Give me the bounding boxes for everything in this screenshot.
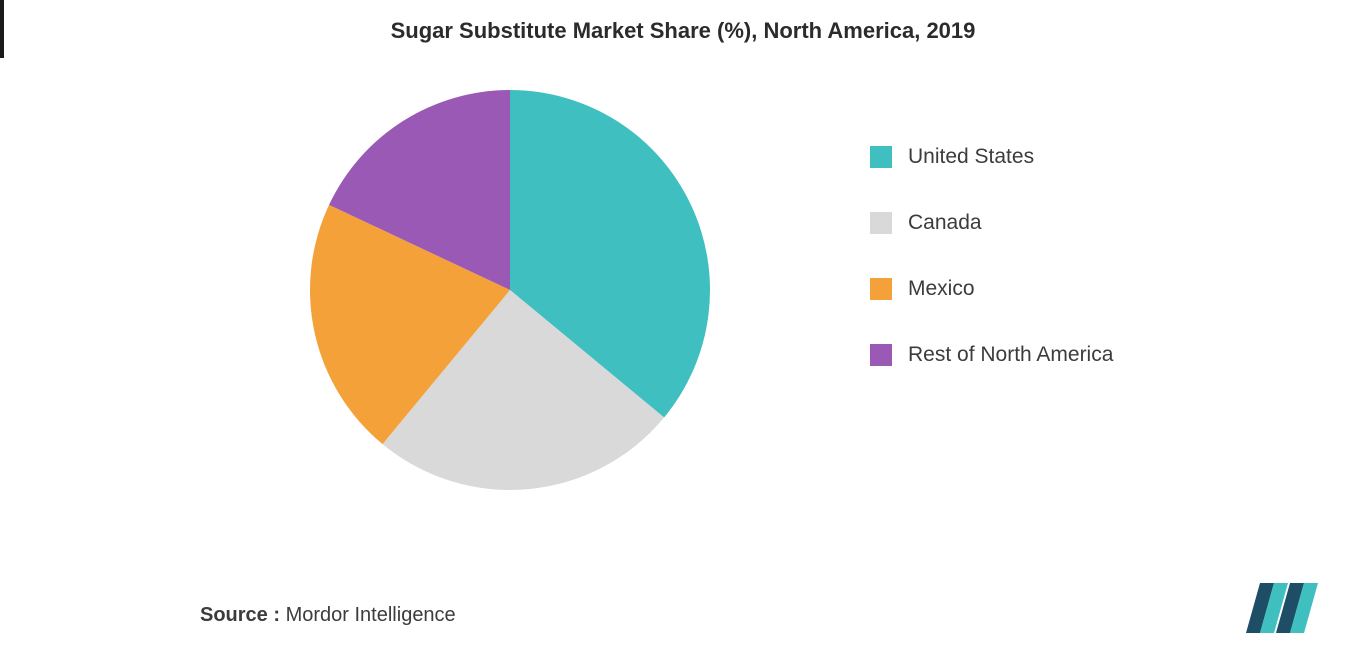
legend-item: United States (870, 145, 1113, 169)
legend-item: Rest of North America (870, 343, 1113, 367)
source-label: Source : (200, 604, 280, 626)
pie-svg (300, 80, 720, 500)
mordor-logo-icon (1246, 583, 1326, 637)
legend: United States Canada Mexico Rest of North A… (870, 145, 1113, 367)
source-line: Source : Mordor Intelligence (200, 604, 456, 627)
legend-swatch (870, 344, 892, 366)
legend-swatch (870, 278, 892, 300)
source-text: Mordor Intelligence (286, 604, 456, 626)
legend-label: Rest of North America (908, 343, 1113, 367)
pie-chart (300, 80, 720, 500)
chart-title: Sugar Substitute Market Share (%), North… (0, 18, 1366, 44)
legend-swatch (870, 146, 892, 168)
legend-label: Canada (908, 211, 982, 235)
legend-item: Mexico (870, 277, 1113, 301)
brand-logo (1246, 583, 1326, 637)
legend-label: United States (908, 145, 1034, 169)
legend-swatch (870, 212, 892, 234)
legend-label: Mexico (908, 277, 975, 301)
legend-item: Canada (870, 211, 1113, 235)
